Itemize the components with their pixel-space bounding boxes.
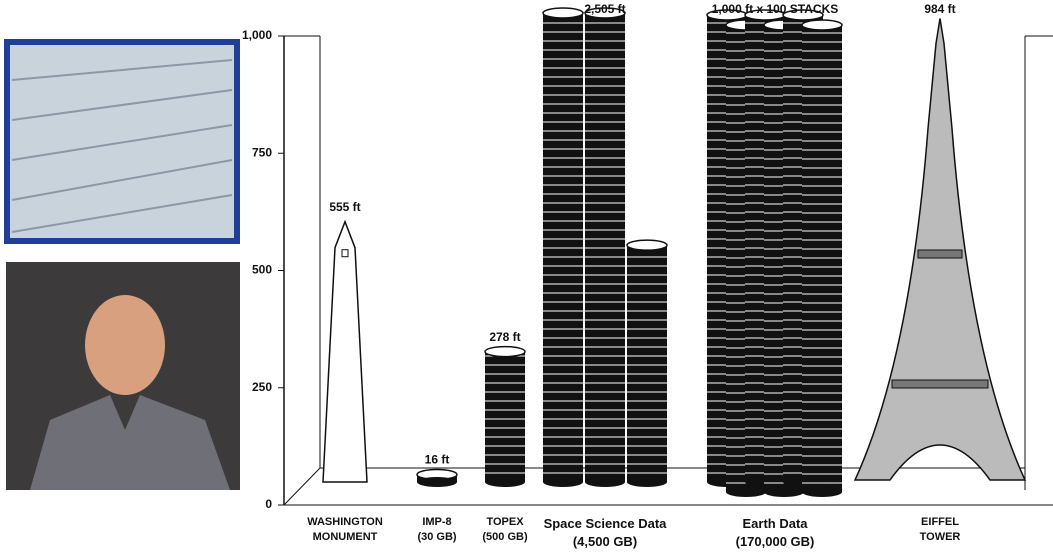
disk-bottom — [802, 487, 842, 497]
floor-edge — [284, 468, 320, 505]
disk-bottom — [543, 477, 583, 487]
y-tick-label: 1,000 — [242, 28, 272, 42]
disk-stack — [485, 352, 525, 482]
obelisk-window — [342, 250, 348, 257]
chart: 0 250 500 750 1,000 555 ft 16 ft 278 ft 2,505 ft… — [0, 0, 1053, 556]
y-tick-label: 250 — [252, 380, 272, 394]
category-label: EIFFEL TOWER — [865, 515, 1015, 545]
disk-top — [802, 20, 842, 30]
disk-bottom — [485, 477, 525, 487]
value-label: 2,505 ft — [584, 2, 625, 16]
disk-bottom — [627, 477, 667, 487]
disk-bottom — [417, 477, 457, 487]
disk-top — [543, 8, 583, 18]
value-label: 555 ft — [329, 200, 360, 214]
tower-platform — [918, 250, 962, 258]
disk-top — [485, 347, 525, 357]
y-tick-label: 750 — [252, 145, 272, 159]
category-label: Space Science Data (4,500 GB) — [530, 515, 680, 551]
disk-top — [627, 240, 667, 250]
eiffel-tower — [855, 19, 1025, 480]
y-tick-label: 0 — [265, 497, 272, 511]
value-label: 278 ft — [489, 330, 520, 344]
tower-platform — [892, 380, 988, 388]
page: {"chart_data": {"type": "bar", "categori… — [0, 0, 1053, 556]
disk-bottom — [764, 487, 804, 497]
value-label: 1,000 ft x 100 STACKS — [712, 2, 839, 16]
y-tick-label: 500 — [252, 263, 272, 277]
disk-bottom — [585, 477, 625, 487]
disk-bottom — [726, 487, 766, 497]
obelisk — [323, 222, 367, 482]
photo-face — [85, 295, 165, 395]
value-label: 984 ft — [924, 2, 955, 16]
value-label: 16 ft — [425, 453, 450, 467]
category-label: Earth Data (170,000 GB) — [700, 515, 850, 551]
